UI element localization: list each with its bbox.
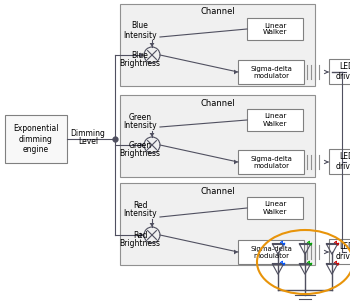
FancyBboxPatch shape — [329, 59, 350, 84]
Polygon shape — [140, 143, 144, 147]
Text: Red: Red — [133, 231, 147, 240]
Text: Level: Level — [78, 136, 98, 145]
Text: Linear
Walker: Linear Walker — [263, 201, 287, 215]
Text: Sigma-delta
modulator: Sigma-delta modulator — [250, 246, 292, 259]
FancyBboxPatch shape — [238, 240, 304, 264]
Text: Brightness: Brightness — [119, 60, 161, 69]
Text: LED
driver: LED driver — [336, 242, 350, 261]
Text: Linear
Walker: Linear Walker — [263, 23, 287, 36]
FancyBboxPatch shape — [247, 18, 303, 40]
Text: Intensity: Intensity — [123, 30, 157, 39]
Text: Intensity: Intensity — [123, 122, 157, 131]
Text: LED
driver: LED driver — [336, 152, 350, 171]
FancyBboxPatch shape — [329, 239, 350, 264]
Text: Green: Green — [128, 113, 152, 122]
Text: Linear
Walker: Linear Walker — [263, 113, 287, 126]
Text: Channel: Channel — [200, 98, 235, 107]
Polygon shape — [140, 233, 144, 237]
Text: Red: Red — [133, 200, 147, 209]
Text: Sigma-delta
modulator: Sigma-delta modulator — [250, 156, 292, 169]
Polygon shape — [140, 53, 144, 57]
Polygon shape — [234, 70, 238, 74]
Text: LED
driver: LED driver — [336, 62, 350, 81]
Text: Green: Green — [128, 141, 152, 150]
Text: Blue: Blue — [132, 51, 148, 60]
Text: Dimming: Dimming — [71, 129, 105, 138]
FancyBboxPatch shape — [329, 149, 350, 174]
FancyBboxPatch shape — [247, 197, 303, 219]
Text: Brightness: Brightness — [119, 150, 161, 159]
Text: Exponential
dimming
engine: Exponential dimming engine — [13, 124, 59, 154]
FancyBboxPatch shape — [120, 183, 315, 265]
FancyBboxPatch shape — [120, 4, 315, 86]
Text: Intensity: Intensity — [123, 209, 157, 219]
Text: Blue: Blue — [132, 21, 148, 30]
Text: Brightness: Brightness — [119, 240, 161, 249]
Polygon shape — [149, 223, 154, 227]
FancyBboxPatch shape — [120, 95, 315, 177]
Polygon shape — [149, 43, 154, 47]
Text: Channel: Channel — [200, 8, 235, 17]
Polygon shape — [234, 160, 238, 164]
Text: Sigma-delta
modulator: Sigma-delta modulator — [250, 66, 292, 79]
Polygon shape — [149, 133, 154, 137]
FancyBboxPatch shape — [238, 60, 304, 84]
FancyBboxPatch shape — [238, 150, 304, 174]
FancyBboxPatch shape — [247, 109, 303, 131]
Polygon shape — [234, 250, 238, 254]
FancyBboxPatch shape — [5, 115, 67, 163]
Text: Channel: Channel — [200, 187, 235, 196]
